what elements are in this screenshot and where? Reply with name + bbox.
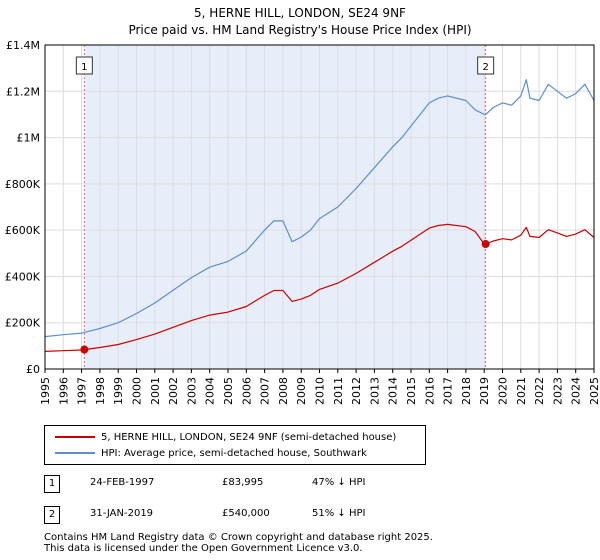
- transaction-number-badge: 1: [44, 475, 60, 493]
- x-tick-label: 1998: [94, 377, 107, 405]
- footer-license: This data is licensed under the Open Gov…: [44, 543, 363, 554]
- transaction-date: 24-FEB-1997: [90, 477, 155, 488]
- x-tick-label: 2001: [149, 377, 162, 405]
- x-tick-label: 2005: [222, 377, 235, 405]
- y-tick-label: £800K: [5, 178, 41, 191]
- y-tick-label: £600K: [5, 224, 41, 237]
- x-tick-label: 2002: [167, 377, 180, 405]
- transaction-price: £540,000: [222, 508, 270, 519]
- y-tick-label: £200K: [5, 317, 41, 330]
- x-tick-label: 2022: [533, 377, 546, 405]
- x-tick-label: 2009: [295, 377, 308, 405]
- transaction-price: £83,995: [222, 477, 264, 488]
- x-tick-label: 2024: [570, 377, 583, 405]
- x-tick-label: 2007: [259, 377, 272, 405]
- transaction-row: 1 24-FEB-1997 £83,995 47% ↓ HPI: [44, 475, 424, 495]
- legend-swatch-property: [55, 436, 95, 438]
- legend-label-hpi: HPI: Average price, semi-detached house,…: [101, 447, 367, 459]
- x-tick-label: 2018: [460, 377, 473, 405]
- sale-point: [481, 240, 490, 249]
- transaction-row: 2 31-JAN-2019 £540,000 51% ↓ HPI: [44, 506, 424, 526]
- x-tick-label: 1996: [57, 377, 70, 405]
- x-tick-label: 1997: [76, 377, 89, 405]
- y-tick-label: £400K: [5, 270, 41, 283]
- legend-swatch-hpi: [55, 452, 95, 454]
- x-tick-label: 2012: [350, 377, 363, 405]
- x-tick-label: 2010: [314, 377, 327, 405]
- hpi-series-line: [44, 79, 595, 338]
- sale-marker-badge: [75, 56, 93, 75]
- x-tick-label: 2025: [588, 377, 600, 405]
- x-tick-label: 2000: [131, 377, 144, 405]
- x-tick-label: 1995: [39, 377, 52, 405]
- chart-subtitle: Price paid vs. HM Land Registry's House …: [128, 23, 472, 37]
- x-tick-label: 2019: [478, 377, 491, 405]
- chart: £0 £200K £400K £600K £800K £1M £1.2M £1.4M 1995 1…: [5, 39, 600, 405]
- y-tick-label: £0: [26, 363, 40, 376]
- transaction-date: 31-JAN-2019: [90, 508, 154, 519]
- legend: 5, HERNE HILL, LONDON, SE24 9NF (semi-de…: [44, 425, 426, 465]
- legend-item-property: 5, HERNE HILL, LONDON, SE24 9NF (semi-de…: [55, 430, 396, 444]
- x-tick-label: 2013: [368, 377, 381, 405]
- chart-title: 5, HERNE HILL, LONDON, SE24 9NF: [194, 6, 406, 20]
- y-tick-label: £1.4M: [6, 39, 40, 52]
- legend-label-property: 5, HERNE HILL, LONDON, SE24 9NF (semi-de…: [101, 431, 397, 443]
- transaction-hpi-diff: 47% ↓ HPI: [312, 477, 366, 488]
- legend-item-hpi: HPI: Average price, semi-detached house,…: [55, 446, 367, 460]
- y-tick-label: £1.2M: [6, 85, 40, 98]
- x-tick-label: 2006: [240, 377, 253, 405]
- x-tick-label: 2008: [277, 377, 290, 405]
- x-tick-label: 2017: [442, 377, 455, 405]
- x-tick-label: 2020: [497, 377, 510, 405]
- y-tick-label: £1M: [17, 132, 41, 145]
- sale-marker-number: 1: [81, 62, 87, 73]
- ownership-shade: [84, 45, 486, 369]
- x-tick-label: 1999: [112, 377, 125, 405]
- plot-frame: [44, 44, 595, 370]
- sale-point: [80, 345, 89, 354]
- sale-marker-badge: [477, 56, 495, 75]
- transaction-hpi-diff: 51% ↓ HPI: [312, 508, 366, 519]
- x-tick-label: 2014: [387, 377, 400, 405]
- property-series-line: [44, 223, 595, 352]
- footer-copyright: Contains HM Land Registry data © Crown c…: [44, 532, 433, 543]
- x-tick-label: 2011: [332, 377, 345, 405]
- x-tick-label: 2003: [185, 377, 198, 405]
- x-tick-label: 2015: [405, 377, 418, 405]
- x-tick-label: 2016: [423, 377, 436, 405]
- x-tick-label: 2004: [204, 377, 217, 405]
- transaction-number-badge: 2: [44, 506, 60, 524]
- x-tick-label: 2021: [515, 377, 528, 405]
- x-tick-label: 2023: [551, 377, 564, 405]
- sale-marker-number: 2: [482, 62, 488, 73]
